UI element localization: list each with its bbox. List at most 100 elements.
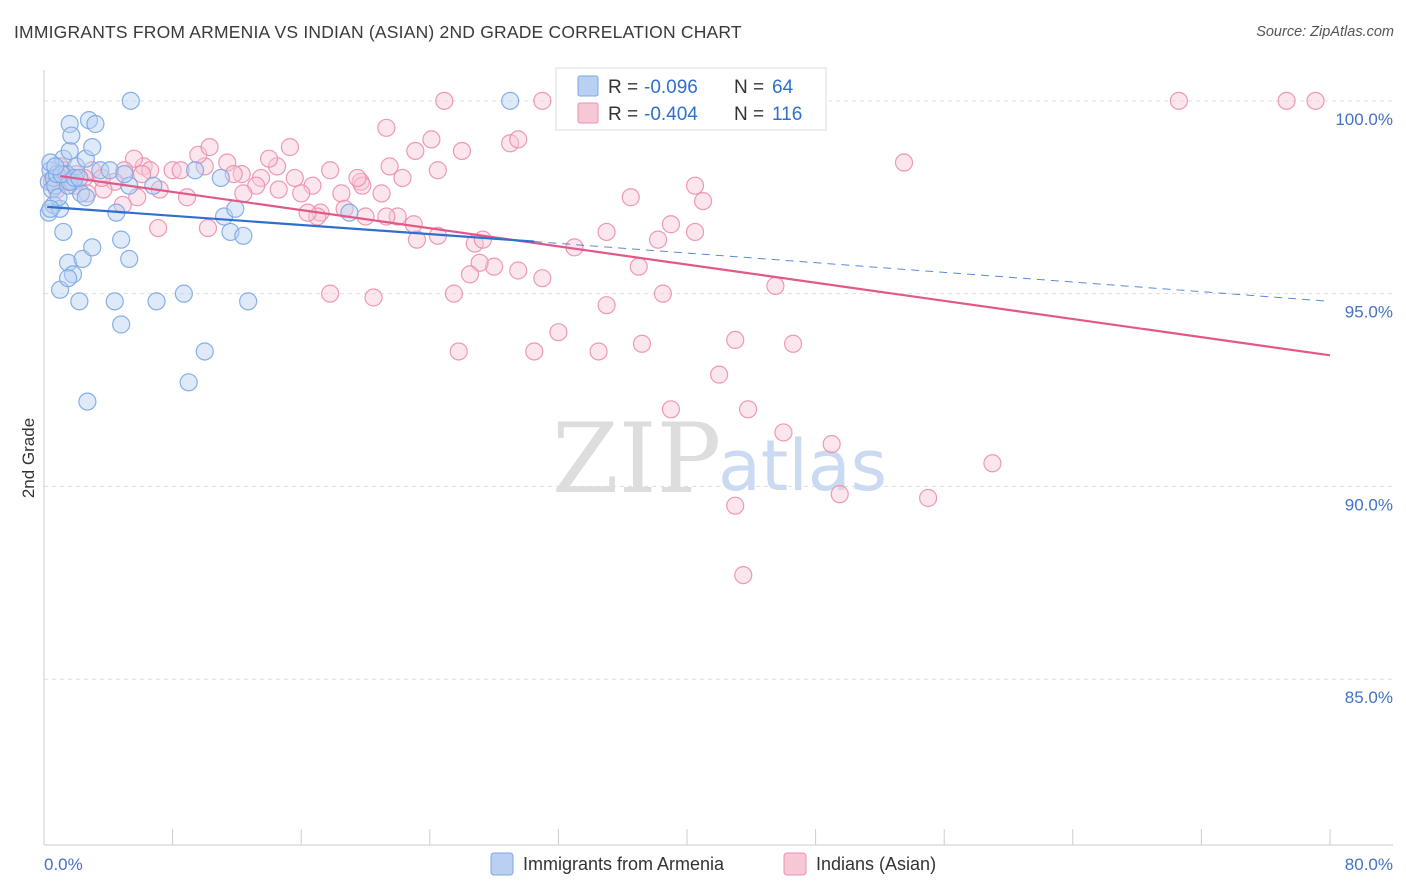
data-point: [200, 138, 219, 157]
data-point: [372, 184, 391, 203]
data-point: [218, 153, 237, 172]
data-point: [195, 342, 214, 361]
data-point: [894, 153, 914, 172]
data-point: [285, 168, 304, 188]
data-point: [226, 199, 245, 218]
data-point: [62, 126, 81, 145]
data-point: [661, 215, 681, 234]
series-armenia: [39, 91, 520, 411]
data-point: [919, 488, 938, 508]
data-point: [783, 334, 803, 353]
data-point: [54, 222, 73, 242]
watermark: ZIP atlas: [552, 403, 887, 515]
data-point: [186, 161, 205, 180]
data-point: [144, 176, 163, 195]
data-point: [86, 114, 105, 134]
data-point: [195, 157, 214, 176]
data-point: [380, 157, 399, 176]
y-tick-label: 100.0%: [1335, 110, 1393, 129]
legend: Immigrants from Armenia Indians (Asian): [490, 852, 936, 876]
data-point: [685, 176, 705, 195]
data-point: [766, 276, 785, 296]
legend-swatch-armenia: [490, 852, 514, 876]
source-label: Source: ZipAtlas.com: [1256, 24, 1394, 40]
data-point: [179, 373, 198, 392]
data-point: [632, 334, 652, 353]
axes: [43, 70, 1393, 846]
data-point: [501, 91, 520, 110]
data-point: [629, 257, 648, 276]
data-point: [485, 257, 504, 276]
watermark-zip: ZIP: [552, 403, 721, 515]
data-point: [435, 91, 454, 110]
stats-r-label: R =: [608, 104, 638, 125]
data-point: [597, 296, 616, 315]
data-point: [239, 292, 258, 311]
data-point: [1306, 91, 1325, 110]
data-point: [59, 269, 78, 288]
data-point: [661, 400, 681, 419]
data-point: [234, 226, 253, 245]
stats-r-value-indian: -0.404: [644, 104, 698, 125]
data-point: [422, 130, 441, 149]
data-point: [112, 230, 131, 249]
data-point: [234, 184, 253, 203]
data-point: [41, 199, 60, 218]
y-axis-title: 2nd Grade: [19, 418, 38, 498]
data-point: [321, 161, 340, 180]
data-point: [76, 188, 95, 207]
data-point: [46, 176, 65, 195]
data-point: [269, 180, 288, 199]
data-point: [734, 565, 753, 585]
data-point: [259, 149, 279, 168]
data-point: [726, 330, 745, 350]
data-point: [321, 284, 340, 303]
data-point: [738, 400, 758, 419]
x-tick-label-max: 80.0%: [1345, 855, 1393, 874]
data-point: [59, 253, 78, 272]
watermark-atlas: atlas: [718, 425, 887, 507]
x-tick-label-min: 0.0%: [44, 855, 83, 874]
data-point: [332, 184, 351, 203]
data-point: [121, 91, 140, 110]
data-point: [67, 157, 86, 176]
data-point: [533, 91, 552, 110]
stats-n-label: N =: [734, 104, 764, 125]
data-points: [39, 91, 1325, 585]
data-point: [171, 161, 190, 180]
stats-swatch-armenia: [577, 75, 599, 97]
data-point: [774, 423, 793, 442]
stats-r-value-armenia: -0.096: [644, 77, 698, 98]
data-point: [648, 230, 668, 249]
data-point: [460, 265, 480, 284]
data-point: [174, 284, 193, 303]
data-point: [91, 161, 110, 180]
data-point: [105, 292, 124, 311]
data-point: [149, 218, 168, 238]
data-point: [211, 168, 230, 188]
data-point: [1169, 91, 1188, 110]
data-point: [132, 165, 152, 184]
data-point: [83, 238, 102, 257]
data-point: [60, 141, 79, 161]
legend-swatch-indian: [783, 852, 807, 876]
data-point: [76, 149, 95, 168]
data-point: [406, 141, 425, 161]
stats-box-frame: [555, 67, 827, 131]
trend-line-armenia-extension: [534, 241, 1331, 302]
data-point: [822, 434, 841, 454]
y-tick-label: 85.0%: [1345, 688, 1393, 707]
data-point: [1277, 91, 1296, 110]
data-point: [348, 168, 367, 188]
trend-lines: [47, 174, 1331, 357]
data-point: [597, 222, 616, 242]
data-point: [377, 118, 396, 137]
series-indian: [42, 91, 1325, 585]
data-point: [726, 496, 745, 515]
trend-line-armenia: [47, 205, 535, 243]
data-point: [549, 323, 568, 342]
y-tick-label: 90.0%: [1345, 495, 1393, 514]
data-point: [83, 138, 102, 157]
data-point: [292, 184, 311, 203]
data-point: [693, 191, 713, 211]
